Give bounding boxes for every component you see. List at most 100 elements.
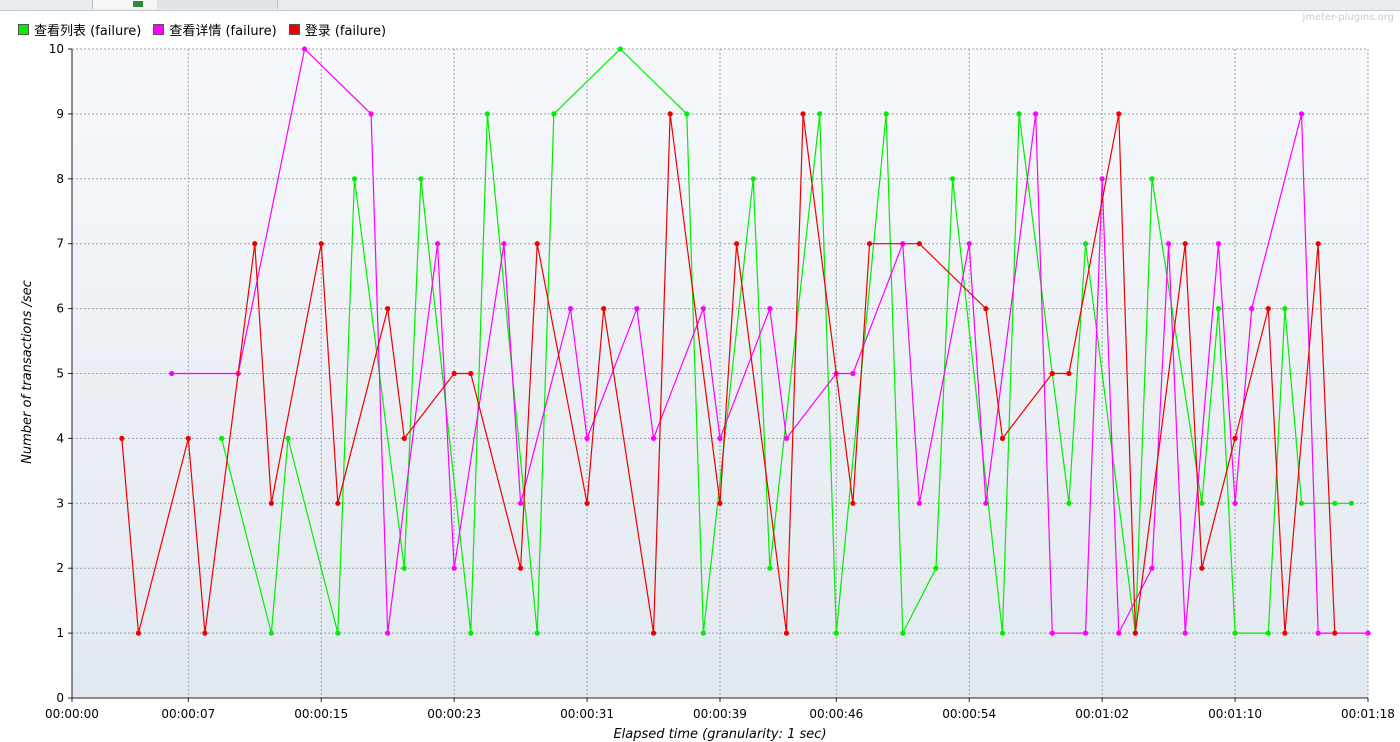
y-tick-label: 3 <box>56 496 64 510</box>
data-point-2 <box>667 111 673 117</box>
data-point-2 <box>252 241 258 247</box>
data-point-1 <box>518 500 524 506</box>
data-point-2 <box>1282 630 1288 636</box>
x-tick-label: 00:00:39 <box>693 707 747 721</box>
legend-label-login: 登录 (failure) <box>304 23 387 39</box>
data-point-1 <box>916 500 922 506</box>
data-point-2 <box>202 630 208 636</box>
data-point-1 <box>767 306 773 312</box>
data-point-0 <box>617 46 623 52</box>
data-point-0 <box>883 111 889 117</box>
y-tick-label: 7 <box>56 237 64 251</box>
data-point-1 <box>966 241 972 247</box>
tab-active-marker <box>133 1 143 7</box>
data-point-1 <box>434 241 441 247</box>
data-point-1 <box>700 306 706 312</box>
data-point-2 <box>1132 630 1138 636</box>
data-point-1 <box>385 630 391 636</box>
data-point-2 <box>734 241 740 247</box>
data-point-1 <box>501 241 507 247</box>
data-point-2 <box>1315 241 1321 247</box>
data-point-2 <box>468 370 474 377</box>
legend-swatch-green <box>18 23 29 35</box>
x-tick-label: 00:00:31 <box>560 707 614 721</box>
data-point-1 <box>717 435 723 441</box>
data-point-0 <box>700 630 706 636</box>
data-point-1 <box>567 306 574 312</box>
x-tick-label: 00:00:07 <box>161 707 215 721</box>
data-point-2 <box>916 241 922 247</box>
data-point-1 <box>650 435 657 441</box>
data-point-0 <box>351 176 358 182</box>
data-point-0 <box>268 630 274 636</box>
data-point-2 <box>999 435 1006 441</box>
data-point-2 <box>268 500 274 506</box>
data-point-1 <box>634 306 640 312</box>
data-point-0 <box>933 565 939 571</box>
data-point-2 <box>385 306 391 312</box>
x-tick-label: 00:00:15 <box>294 707 348 721</box>
legend-swatch-red <box>288 23 300 35</box>
y-tick-label: 10 <box>49 42 64 56</box>
data-point-1 <box>1033 111 1039 117</box>
data-point-2 <box>518 565 524 571</box>
data-point-0 <box>551 111 557 117</box>
data-point-1 <box>169 370 175 377</box>
data-point-1 <box>850 370 856 377</box>
x-tick-label: 00:00:23 <box>427 707 481 721</box>
data-point-0 <box>1199 500 1205 506</box>
data-point-2 <box>534 241 540 247</box>
data-point-0 <box>1332 500 1338 506</box>
x-tick-labels: 00:00:00 00:00:07 00:00:15 00:00:23 00:00:31… <box>45 698 1395 721</box>
data-point-1 <box>1049 630 1055 636</box>
data-point-1 <box>302 46 308 52</box>
legend-item-detail: 查看详情 (failure) <box>153 20 277 39</box>
data-point-0 <box>1215 306 1222 312</box>
data-point-0 <box>1016 111 1022 117</box>
chart-legend: 查看列表 (failure) 查看详情 (failure) 登录 (failur… <box>18 20 398 39</box>
data-point-0 <box>1282 306 1288 312</box>
data-point-0 <box>418 176 424 182</box>
data-point-1 <box>1149 565 1155 571</box>
data-point-2 <box>119 435 125 441</box>
y-tick-labels: 0 1 2 3 4 5 6 7 8 9 10 <box>49 42 72 705</box>
data-point-2 <box>800 111 806 117</box>
tab-other[interactable] <box>157 0 278 9</box>
data-point-2 <box>1066 370 1072 377</box>
data-point-2 <box>983 306 989 312</box>
data-point-0 <box>684 111 690 117</box>
series-line-2 <box>121 113 1336 634</box>
data-point-2 <box>185 435 191 441</box>
data-point-1 <box>584 435 590 441</box>
data-point-1 <box>1182 630 1188 636</box>
y-tick-label: 5 <box>56 367 64 381</box>
data-point-0 <box>285 435 291 441</box>
y-tick-label: 2 <box>56 561 64 575</box>
data-point-0 <box>335 630 341 636</box>
legend-label-detail: 查看详情 (failure) <box>169 23 277 39</box>
x-tick-label: 00:01:18 <box>1341 707 1395 721</box>
data-point-1 <box>1298 111 1305 117</box>
data-point-0 <box>817 111 823 117</box>
data-point-0 <box>1149 176 1155 182</box>
data-point-0 <box>534 630 540 636</box>
data-point-0 <box>1232 630 1238 636</box>
data-point-0 <box>1066 500 1072 506</box>
legend-swatch-magenta <box>153 23 165 35</box>
window-tab-strip <box>0 0 1400 11</box>
data-point-2 <box>451 370 457 377</box>
data-point-0 <box>401 565 407 571</box>
data-point-2 <box>601 306 607 312</box>
data-point-2 <box>1232 435 1238 441</box>
y-tick-label: 1 <box>56 626 64 640</box>
data-point-1 <box>1315 630 1321 636</box>
data-point-0 <box>1082 241 1089 247</box>
data-point-2 <box>1332 630 1338 636</box>
data-point-2 <box>335 500 341 506</box>
y-tick-label: 6 <box>56 302 64 316</box>
data-point-2 <box>1049 370 1055 377</box>
y-axis-title: Number of transactions /sec <box>20 280 35 464</box>
watermark: jmeter-plugins.org <box>1302 12 1394 23</box>
data-point-0 <box>1298 500 1305 506</box>
